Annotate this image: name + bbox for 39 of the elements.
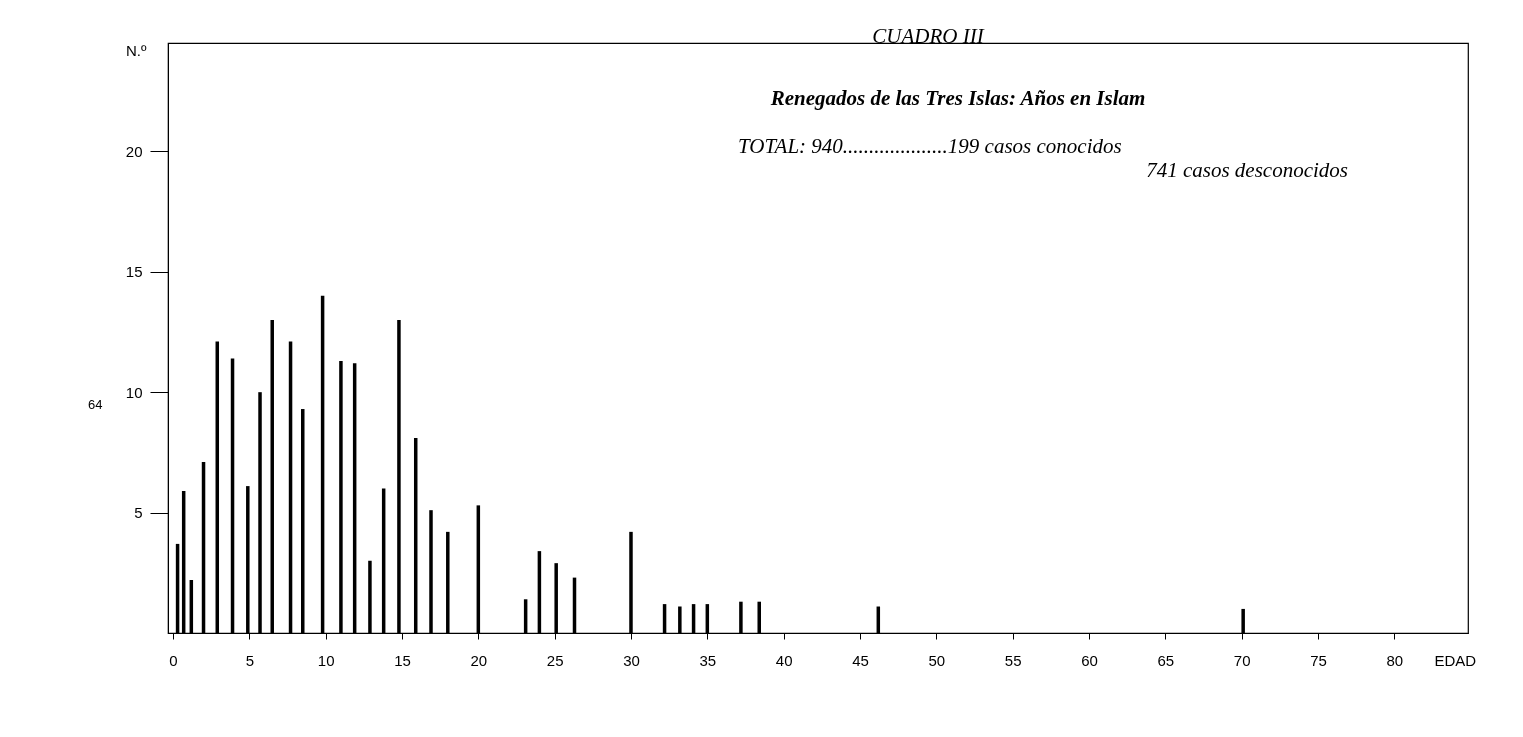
x-axis-title: EDAD <box>1434 651 1477 669</box>
x-tick-label: 40 <box>775 651 793 669</box>
x-tick-label: 45 <box>852 651 869 669</box>
x-tick-label: 75 <box>1310 651 1327 669</box>
x-tick-label: 30 <box>623 651 640 669</box>
x-tick-label: 10 <box>317 651 335 669</box>
x-tick-label: 25 <box>546 651 564 669</box>
x-tick-label: 5 <box>245 651 254 669</box>
y-axis-title: N.º <box>126 41 148 59</box>
x-tick-label: 80 <box>1386 651 1404 669</box>
bar <box>446 531 450 633</box>
text: 64 <box>88 397 103 412</box>
x-tick-label: 60 <box>1081 651 1098 669</box>
x-tick-label: 55 <box>1004 651 1022 669</box>
bar <box>757 601 761 633</box>
annotation: 741 casos desconocidos <box>1146 158 1348 182</box>
bar <box>739 601 743 633</box>
bar <box>301 409 305 633</box>
y-tick-label: 5 <box>134 504 143 522</box>
x-tick-label: 20 <box>470 651 488 669</box>
bar <box>339 360 343 633</box>
x-tick-label: 15 <box>394 651 411 669</box>
x-tick-label: 50 <box>928 651 946 669</box>
text: Renegados de las Tres Islas: Años en Islam <box>769 86 1146 110</box>
bar <box>368 560 372 633</box>
bar <box>258 392 262 633</box>
y-tick-label: 10 <box>125 383 143 401</box>
x-tick-label: 70 <box>1233 651 1251 669</box>
x-tick-label: 35 <box>699 651 717 669</box>
y-tick-label: 20 <box>125 142 143 160</box>
bar <box>270 319 274 633</box>
annotation: TOTAL: 940....................199 casos conocidos <box>738 134 1122 158</box>
x-tick-label: 65 <box>1157 651 1175 669</box>
chart-title: CUADRO III <box>872 24 985 48</box>
bar <box>397 319 401 633</box>
bar <box>429 510 433 633</box>
x-tick-label: 0 <box>169 651 178 669</box>
y-tick-label: 15 <box>125 263 143 281</box>
bar <box>678 606 682 633</box>
